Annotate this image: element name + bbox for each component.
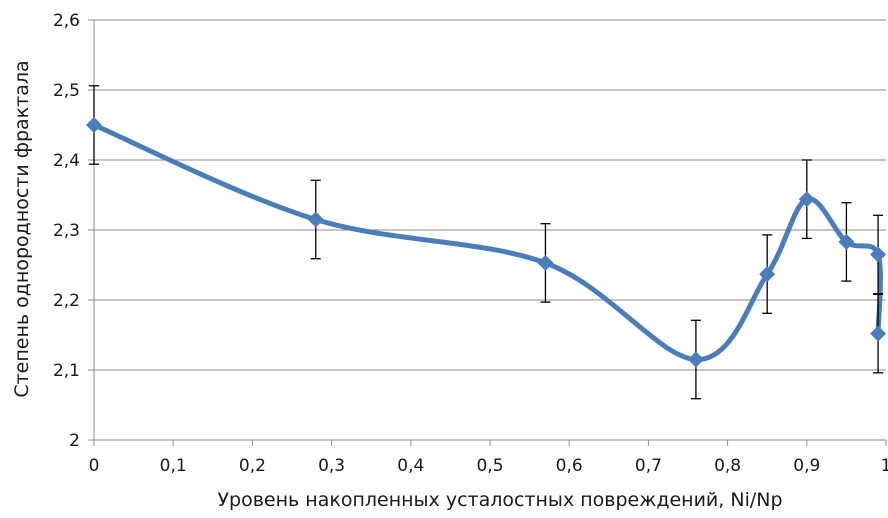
x-tick-label: 0,1 (160, 456, 187, 476)
data-markers (86, 117, 887, 368)
axes (88, 19, 887, 446)
x-tick-label: 0,3 (318, 456, 345, 476)
data-point (307, 211, 324, 228)
data-point (838, 233, 855, 250)
x-tick-label: 0,2 (239, 456, 266, 476)
x-tick-label: 0,6 (556, 456, 583, 476)
data-point (870, 325, 887, 342)
data-point (86, 117, 102, 133)
x-tick-label: 1 (881, 456, 888, 476)
y-tick-label: 2 (69, 431, 80, 451)
y-tick-label: 2,4 (53, 151, 80, 171)
data-point (798, 191, 815, 208)
x-tick-label: 0 (89, 456, 100, 476)
x-tick-label: 0,4 (397, 456, 424, 476)
x-tick-label: 0,5 (476, 456, 503, 476)
x-tick-labels: 0 0,1 0,2 0,3 0,4 0,5 0,6 0,7 0,8 0,9 1 (89, 456, 888, 476)
x-tick-label: 0,9 (793, 456, 820, 476)
y-tick-labels: 2 2,1 2,2 2,3 2,4 2,5 2,6 (53, 11, 80, 451)
data-point (537, 254, 554, 271)
gridlines (94, 19, 886, 371)
data-point (687, 351, 704, 368)
x-tick-label: 0,8 (714, 456, 741, 476)
y-tick-label: 2,6 (53, 11, 80, 31)
error-bars (89, 85, 884, 400)
data-point (870, 246, 887, 263)
x-tick-label: 0,7 (635, 456, 662, 476)
x-axis-title: Уровень накопленных усталостных поврежде… (217, 489, 783, 511)
y-tick-label: 2,5 (53, 81, 80, 101)
y-tick-label: 2,3 (53, 221, 80, 241)
data-point (759, 266, 776, 283)
y-axis-title: Степень однородности фрактала (11, 60, 33, 398)
y-tick-label: 2,2 (53, 291, 80, 311)
y-tick-label: 2,1 (53, 361, 80, 381)
